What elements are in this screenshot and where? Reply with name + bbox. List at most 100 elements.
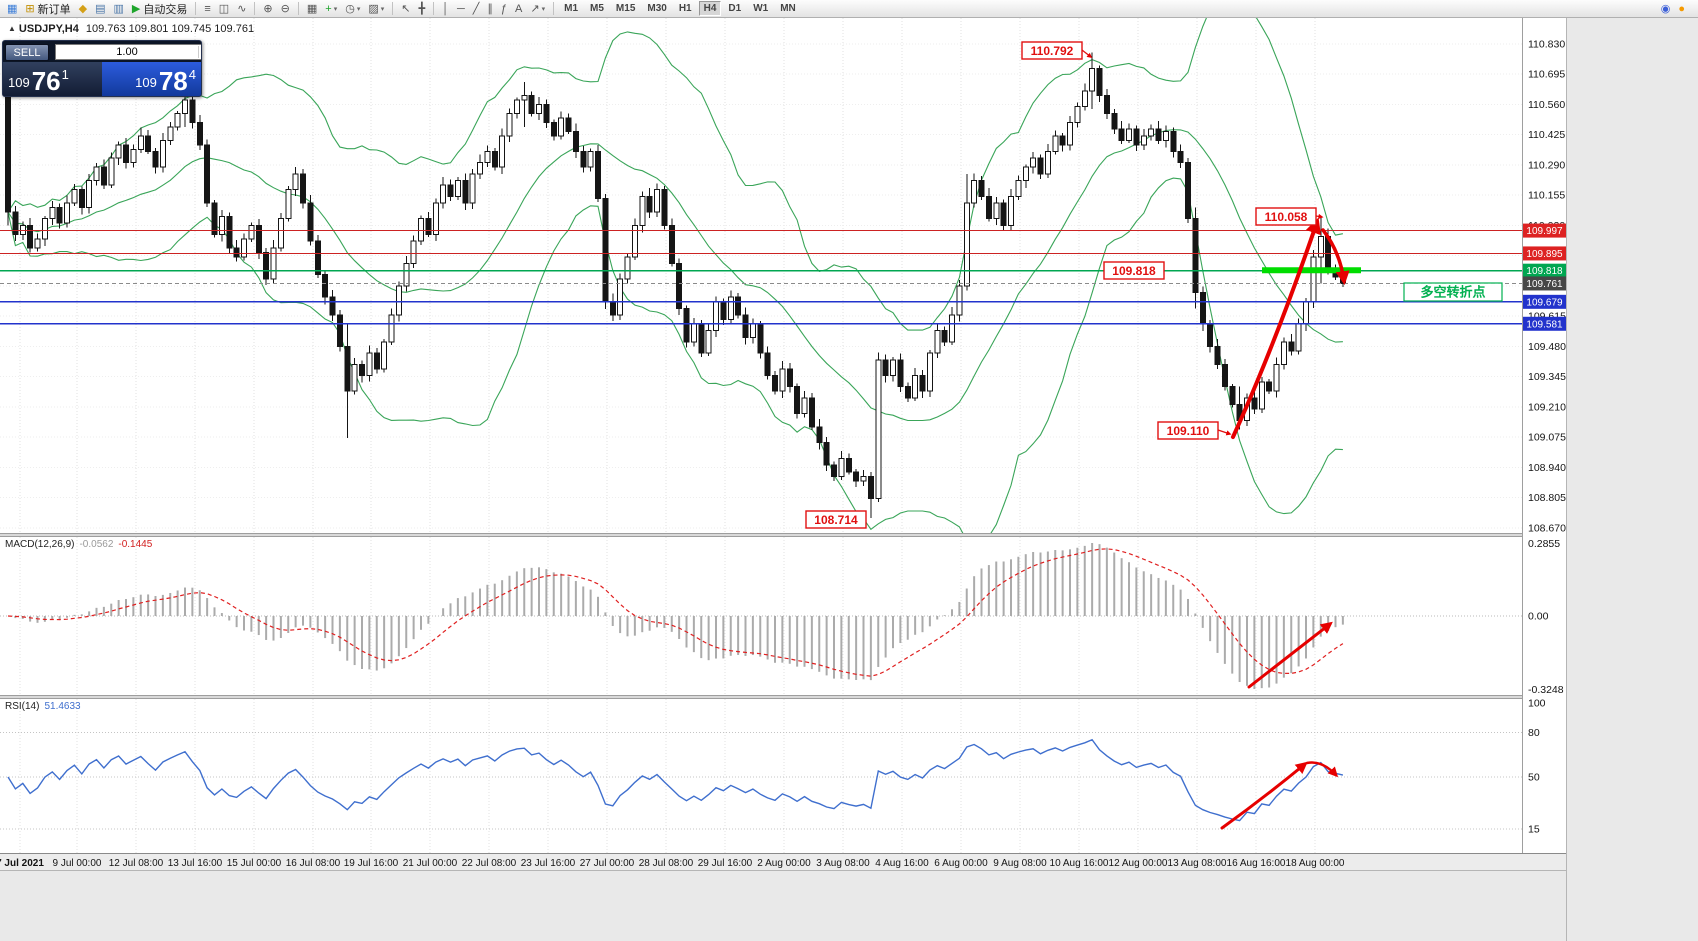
timeframe-m1[interactable]: M1 bbox=[564, 3, 579, 14]
candle bbox=[336, 314, 343, 347]
text-icon[interactable]: A bbox=[511, 1, 526, 17]
bottom-gutter bbox=[0, 871, 1566, 941]
time-label: 6 Aug 00:00 bbox=[934, 858, 988, 869]
chart-window-icon[interactable]: ▦ bbox=[3, 1, 21, 17]
candle bbox=[1185, 162, 1191, 220]
toolbar-separator bbox=[433, 2, 435, 15]
sell-price[interactable]: 109 76 1 bbox=[3, 62, 102, 96]
timeframe-m30[interactable]: M30 bbox=[647, 3, 667, 14]
trend-arrow[interactable] bbox=[1305, 761, 1339, 778]
buy-price[interactable]: 109 78 4 bbox=[102, 62, 201, 96]
candle bbox=[690, 323, 697, 343]
candle bbox=[403, 263, 410, 287]
price-label-box[interactable] bbox=[1021, 41, 1083, 60]
vertical-line-icon[interactable]: │ bbox=[438, 1, 453, 17]
candlesticks-icon[interactable]: ◫ bbox=[215, 1, 233, 17]
price-label-box[interactable] bbox=[805, 510, 867, 529]
candle bbox=[1162, 130, 1169, 141]
candle bbox=[683, 307, 690, 343]
candle bbox=[1192, 218, 1199, 294]
cursor-icon[interactable]: ↖ bbox=[397, 1, 414, 17]
tile-windows-icon[interactable]: ▦ bbox=[303, 1, 321, 17]
timeframe-h4[interactable]: H4 bbox=[698, 1, 722, 16]
timeframe-w1[interactable]: W1 bbox=[753, 3, 769, 14]
one-click-prices: 109 76 1 109 78 4 bbox=[3, 62, 201, 96]
price-label-box[interactable] bbox=[1255, 207, 1317, 226]
candle bbox=[41, 218, 48, 240]
timeframe-m5[interactable]: M5 bbox=[590, 3, 604, 14]
price-tag bbox=[1523, 276, 1566, 291]
toolbar-separator bbox=[254, 2, 256, 15]
panel-separator[interactable] bbox=[0, 695, 1566, 699]
svg-text:109.818: 109.818 bbox=[1526, 266, 1563, 277]
volume-spinner[interactable]: ▲ ▼ bbox=[198, 46, 201, 58]
candle bbox=[860, 475, 867, 482]
candle bbox=[1140, 135, 1147, 146]
timeframe-d1[interactable]: D1 bbox=[728, 3, 742, 14]
timeframe-m15[interactable]: M15 bbox=[615, 3, 636, 14]
trend-arrow[interactable] bbox=[1247, 621, 1333, 689]
navigator-icon[interactable]: ▥ bbox=[110, 1, 128, 17]
price-label-box[interactable] bbox=[1103, 261, 1165, 280]
time-label: 16 Jul 08:00 bbox=[286, 858, 341, 869]
candle bbox=[152, 151, 159, 168]
candle bbox=[786, 368, 793, 388]
candle bbox=[93, 166, 100, 182]
trend-arrow[interactable] bbox=[1321, 228, 1350, 286]
indicators-icon[interactable]: + ▾ bbox=[321, 1, 341, 17]
candle bbox=[831, 464, 837, 477]
templates-icon[interactable]: ▨ ▾ bbox=[364, 1, 388, 17]
periods-icon[interactable]: ◷ ▾ bbox=[341, 1, 364, 17]
zoom-in-icon[interactable]: ⊕ bbox=[259, 1, 276, 17]
candle bbox=[941, 330, 948, 343]
candle bbox=[1155, 128, 1162, 141]
autotrading-button[interactable]: ▶ 自动交易 bbox=[128, 1, 191, 17]
svg-text:0.2855: 0.2855 bbox=[1528, 538, 1560, 550]
sell-button[interactable]: SELL bbox=[5, 43, 49, 61]
new-order-button[interactable]: ⊞ 新订单 bbox=[21, 1, 74, 17]
main-price-panel bbox=[0, 18, 1522, 533]
time-label: 12 Aug 00:00 bbox=[1109, 858, 1168, 869]
candle bbox=[425, 218, 432, 235]
candle bbox=[779, 368, 786, 392]
candle bbox=[137, 135, 144, 150]
community-icon[interactable]: ◉ bbox=[1657, 1, 1675, 17]
horizontal-line-icon[interactable]: ─ bbox=[453, 1, 469, 17]
time-scale[interactable] bbox=[0, 853, 1566, 871]
candle bbox=[469, 173, 476, 204]
trendline-icon[interactable]: ╱ bbox=[469, 1, 484, 17]
fibonacci-icon[interactable]: ƒ bbox=[497, 1, 511, 17]
line-chart-icon[interactable]: ∿ bbox=[233, 1, 250, 17]
price-label-box[interactable] bbox=[1157, 421, 1219, 440]
candle bbox=[550, 121, 557, 137]
price-scale[interactable] bbox=[1522, 18, 1566, 853]
candle bbox=[1059, 135, 1066, 146]
notification-icon[interactable]: ● bbox=[1674, 1, 1689, 17]
svg-text:109.581: 109.581 bbox=[1526, 319, 1563, 330]
candle bbox=[277, 218, 284, 249]
equidistant-channel-icon[interactable]: ∥ bbox=[483, 1, 497, 17]
timeframe-h1[interactable]: H1 bbox=[678, 3, 692, 14]
turning-point-note-box[interactable] bbox=[1403, 282, 1503, 302]
svg-text:110.058: 110.058 bbox=[1265, 210, 1308, 224]
trend-arrow[interactable] bbox=[1231, 217, 1321, 439]
candle bbox=[713, 301, 719, 332]
candle bbox=[926, 352, 933, 392]
price-tick-label: 110.155 bbox=[1528, 190, 1565, 202]
timeframe-mn[interactable]: MN bbox=[780, 3, 796, 14]
panel-separator[interactable] bbox=[0, 533, 1566, 537]
arrows-icon[interactable]: ↗ ▾ bbox=[526, 1, 549, 17]
candle bbox=[971, 180, 978, 204]
candle bbox=[432, 202, 439, 235]
chart-profiles-icon[interactable]: ◆ bbox=[75, 1, 91, 17]
indicators-icon: + bbox=[325, 2, 332, 15]
zoom-out-icon[interactable]: ⊖ bbox=[277, 1, 294, 17]
macd-panel bbox=[0, 543, 1522, 689]
market-watch-icon[interactable]: ▤ bbox=[91, 1, 109, 17]
volume-input[interactable] bbox=[56, 45, 198, 59]
candle bbox=[167, 126, 174, 141]
crosshair-icon[interactable]: ╋ bbox=[414, 1, 429, 17]
trend-arrow[interactable] bbox=[1220, 761, 1308, 830]
bars-icon[interactable]: ≡ bbox=[200, 1, 214, 17]
